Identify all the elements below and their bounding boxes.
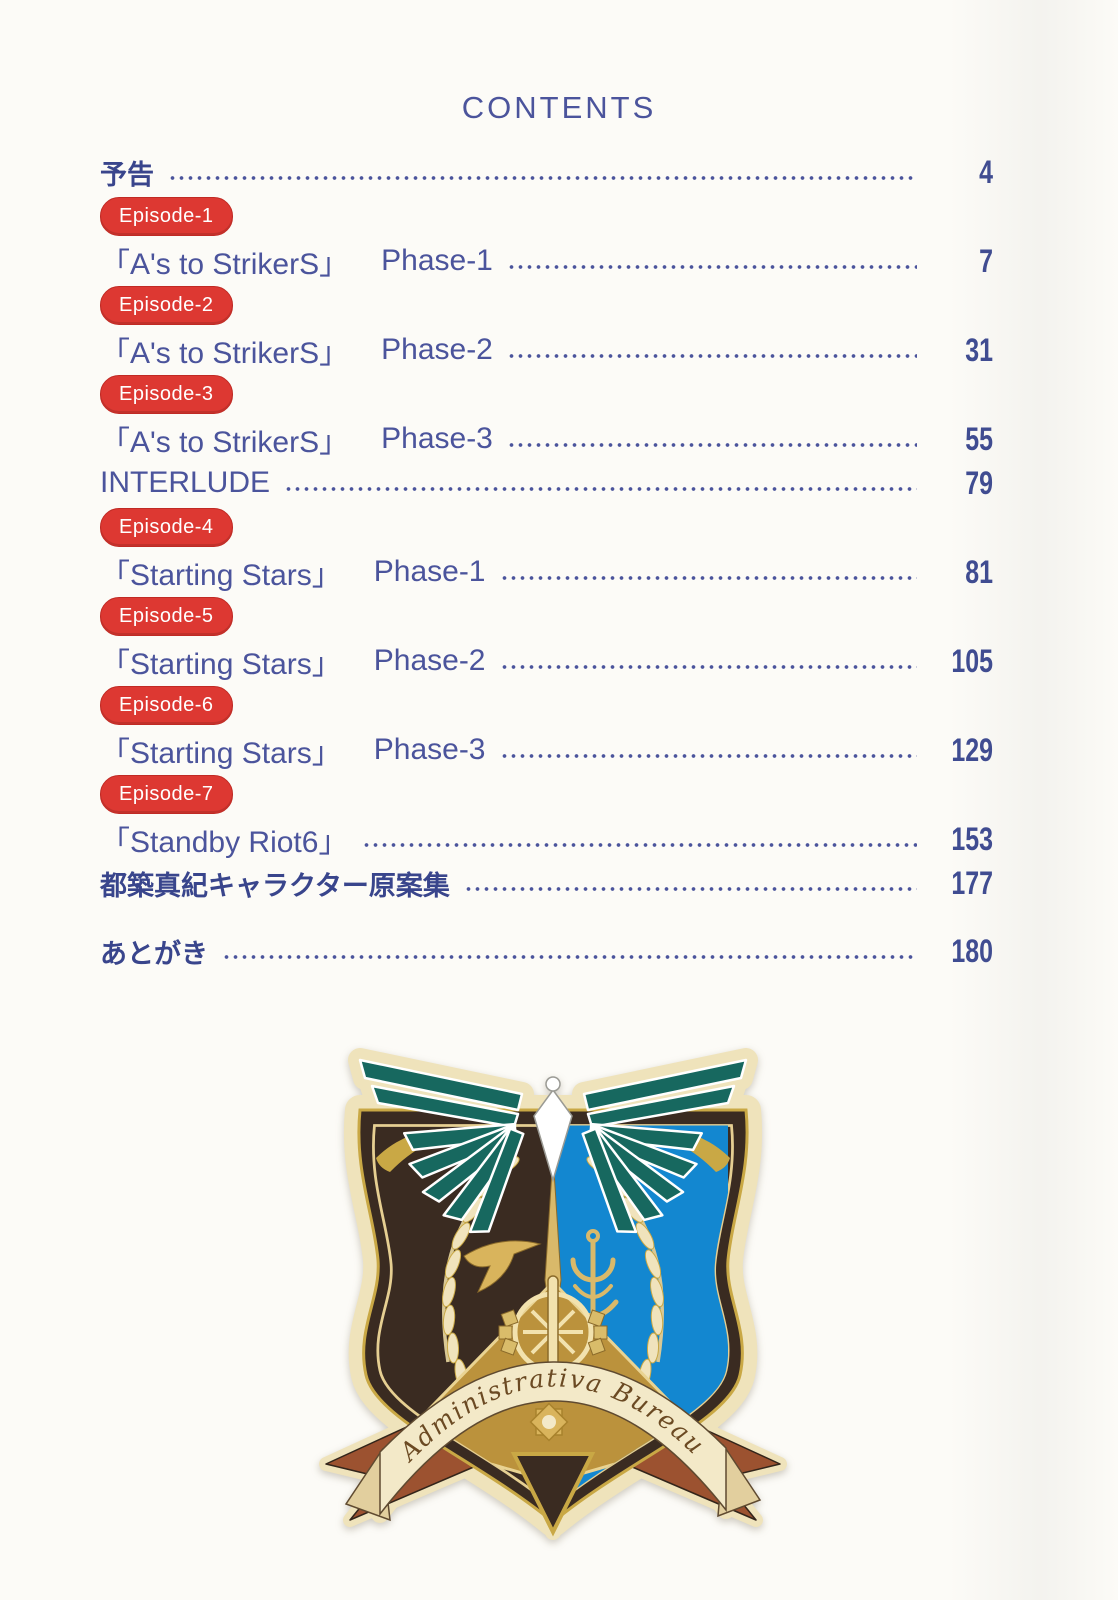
page-number: 55 [965,420,993,457]
toc-entry: 「A's to StrikerS」 Phase-1 7 [100,239,993,283]
episode-badge: Episode-4 [100,508,233,547]
page-number: 180 [951,932,993,969]
toc-badge-row: Episode-1 [100,194,993,239]
entry-title: 「A's to StrikerS」 [100,337,350,370]
dotted-leader [506,264,917,270]
page-number: 153 [951,820,993,857]
entry-title: 予告 [100,159,154,190]
episode-badge: Episode-6 [100,686,233,725]
toc-entry: 「Starting Stars」 Phase-2 105 [100,639,993,683]
tsab-emblem: Administrativa Bureau [298,1030,818,1540]
entry-phase: Phase-1 [381,244,493,277]
toc-entry: 「Standby Riot6」 153 [100,817,993,861]
entry-phase: Phase-3 [381,422,493,455]
page-number: 31 [965,331,993,368]
entry-title: 都築真紀キャラクター原案集 [100,870,450,901]
toc-entry: あとがき 180 [100,929,993,973]
page-number: 177 [951,864,993,901]
entry-title: 「A's to StrikerS」 [100,248,350,281]
episode-badge: Episode-3 [100,375,233,414]
entry-phase: Phase-2 [373,644,486,677]
toc-entry: 予告 4 [100,150,993,194]
episode-badge: Episode-5 [100,597,233,636]
entry-title: 「Standby Riot6」 [100,826,349,859]
toc-entry: 「A's to StrikerS」 Phase-2 31 [100,328,993,372]
page-number: 7 [979,242,993,279]
page-number: 79 [965,464,993,501]
dotted-leader [499,664,917,670]
entry-title: あとがき [100,938,208,969]
dotted-leader [506,353,917,359]
toc-entry: 都築真紀キャラクター原案集 177 [100,861,993,905]
crescent-icon [376,1128,730,1172]
emblem-graphic: Administrativa Bureau [298,1030,818,1540]
white-bird-icon [533,1076,573,1183]
toc-entry: 「A's to StrikerS」 Phase-3 55 [100,417,993,461]
toc-badge-row: Episode-7 [100,772,993,817]
entry-phase: Phase-3 [373,733,486,766]
entry-title: 「Starting Stars」 [100,737,342,770]
gold-bird-icon [463,1240,542,1293]
entry-phase: Phase-2 [381,333,493,366]
dotted-leader [463,886,917,892]
toc-entry: 「Starting Stars」 Phase-3 129 [100,728,993,772]
toc-badge-row: Episode-2 [100,283,993,328]
toc-list: 予告 4 Episode-1 「A's to StrikerS」 Phase-1… [100,150,993,973]
entry-phase: Phase-1 [373,555,486,588]
page-number: 4 [979,153,993,190]
entry-title: 「A's to StrikerS」 [100,426,350,459]
dotted-leader [168,175,917,181]
dotted-leader [362,842,917,848]
toc-badge-row: Episode-5 [100,594,993,639]
episode-badge: Episode-7 [100,775,233,814]
dotted-leader [506,442,917,448]
toc-entry: 「Starting Stars」 Phase-1 81 [100,550,993,594]
toc-badge-row: Episode-4 [100,505,993,550]
entry-title: INTERLUDE [100,466,271,499]
dotted-leader [222,954,917,960]
page-number: 105 [951,642,993,679]
dotted-leader [284,486,917,492]
page-number: 81 [965,553,993,590]
sunburst-icon [529,1402,569,1442]
episode-badge: Episode-2 [100,286,233,325]
dotted-leader [499,753,917,759]
toc-entry: INTERLUDE 79 [100,461,993,505]
page-number: 129 [951,731,993,768]
dotted-leader [499,575,917,581]
episode-badge: Episode-1 [100,197,233,236]
entry-title: 「Starting Stars」 [100,559,342,592]
page-title: CONTENTS [461,90,657,125]
toc-badge-row: Episode-3 [100,372,993,417]
entry-title: 「Starting Stars」 [100,648,342,681]
toc-badge-row: Episode-6 [100,683,993,728]
